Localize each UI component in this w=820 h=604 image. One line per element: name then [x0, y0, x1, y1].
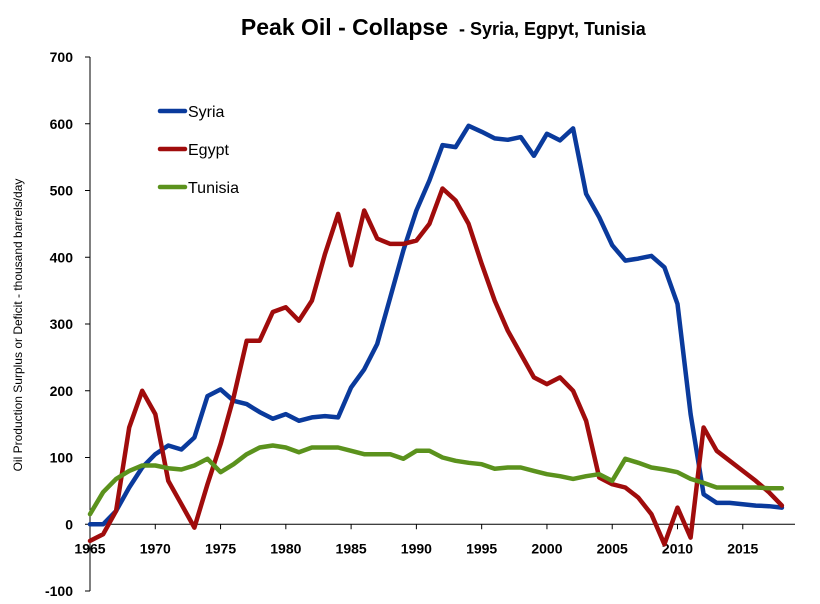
y-tick-label: 500 [50, 183, 74, 199]
series-line-egypt [87, 186, 785, 547]
x-tick-label: 2000 [531, 540, 562, 556]
x-tick-label: 1990 [401, 540, 432, 556]
y-tick-label: 0 [65, 516, 73, 532]
y-tick-label: 400 [50, 249, 74, 265]
x-tick-label: 1970 [140, 540, 171, 556]
y-tick-label: 700 [50, 49, 74, 65]
x-tick-label: 1980 [270, 540, 301, 556]
x-tick-label: 2015 [727, 540, 758, 556]
legend-label-egypt: Egypt [188, 142, 229, 159]
y-tick-label: 600 [50, 116, 74, 132]
y-tick-label: 300 [50, 316, 74, 332]
x-tick-label: 2005 [597, 540, 628, 556]
x-tick-label: 2010 [662, 540, 693, 556]
chart-subtitle: - Syria, Egpyt, Tunisia [459, 19, 647, 39]
legend-label-syria: Syria [188, 104, 225, 121]
y-axis-label: Oil Production Surplus or Deficit - thou… [11, 179, 25, 472]
series-line-syria [87, 123, 785, 527]
series-group [87, 123, 785, 547]
x-tick-label: 1985 [336, 540, 367, 556]
y-tick-label: 200 [50, 383, 74, 399]
y-axis-ticks: -100 0 100 200 300 400 500 600 700 [45, 49, 90, 599]
x-tick-label: 1975 [205, 540, 236, 556]
chart-title: Peak Oil - Collapse [241, 14, 448, 40]
legend: Syria Egypt Tunisia [157, 104, 239, 197]
y-tick-label: -100 [45, 583, 73, 599]
y-tick-label: 100 [50, 450, 74, 466]
series-line-tunisia [87, 443, 785, 517]
x-tick-label: 1995 [466, 540, 497, 556]
legend-label-tunisia: Tunisia [188, 180, 239, 197]
